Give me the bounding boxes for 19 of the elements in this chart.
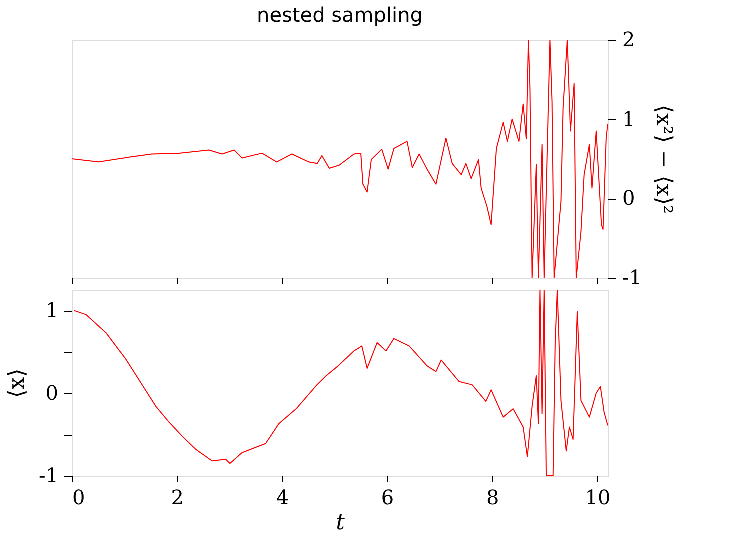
x-tick-label: 0 <box>72 486 86 510</box>
line-series <box>74 290 608 476</box>
y2-tick-label: 1 <box>622 106 636 131</box>
chart-title: nested sampling <box>257 3 423 27</box>
x-tick-label: 2 <box>171 486 184 510</box>
x-tick-label: 8 <box>486 486 500 510</box>
y2-tick-label: -1 <box>622 266 642 290</box>
y2-tick-label: 0 <box>622 186 636 210</box>
y2-tick-label: 2 <box>622 28 636 52</box>
y-tick-label: 1 <box>46 298 58 322</box>
x-axis-title: t <box>336 510 346 536</box>
x-tick-label: 6 <box>381 486 394 510</box>
y-axis-title: ⟨x⟩ <box>5 368 30 398</box>
y-tick-label: -1 <box>39 464 58 488</box>
x-tick-label: 4 <box>276 486 290 510</box>
x-tick-label: 10 <box>585 486 611 510</box>
line-series <box>72 40 608 278</box>
y-tick-label: 0 <box>46 380 58 405</box>
y2-axis-title: ⟨x²⟩ − ⟨x⟩² <box>650 104 676 214</box>
